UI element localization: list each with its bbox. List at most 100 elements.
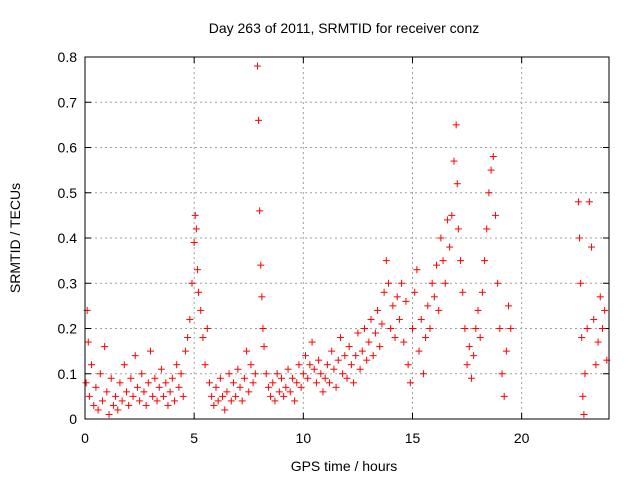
data-point	[428, 279, 436, 287]
data-point	[406, 379, 414, 387]
data-point	[302, 352, 310, 360]
data-point	[234, 365, 242, 373]
data-point	[326, 379, 334, 387]
data-point	[264, 383, 272, 391]
data-point	[238, 397, 246, 405]
data-point	[225, 370, 233, 378]
data-point	[138, 370, 146, 378]
data-point	[450, 157, 458, 165]
data-point	[402, 297, 410, 305]
data-point	[417, 315, 425, 323]
data-point	[88, 361, 96, 369]
data-point	[94, 406, 102, 414]
grid-lines	[85, 57, 609, 419]
data-point	[193, 266, 201, 274]
data-point	[251, 370, 259, 378]
data-point	[448, 211, 456, 219]
data-point	[424, 302, 432, 310]
data-point	[105, 410, 113, 418]
data-point	[382, 257, 390, 265]
data-point	[175, 383, 183, 391]
data-point	[267, 392, 275, 400]
data-point	[304, 374, 312, 382]
data-point	[590, 315, 598, 323]
data-point	[122, 388, 130, 396]
data-point	[391, 334, 399, 342]
data-point	[395, 315, 403, 323]
data-point	[446, 243, 454, 251]
data-point	[580, 410, 588, 418]
data-point	[271, 397, 279, 405]
data-point	[192, 225, 200, 233]
data-point	[387, 325, 395, 332]
data-point	[598, 325, 606, 332]
data-point	[140, 388, 148, 396]
data-point	[258, 293, 266, 301]
data-point	[157, 365, 165, 373]
data-point	[306, 361, 314, 369]
data-point	[354, 329, 362, 337]
data-point	[120, 361, 128, 369]
data-point	[109, 401, 117, 409]
data-point	[413, 266, 421, 274]
data-point	[332, 383, 340, 391]
data-point	[282, 383, 290, 391]
data-point	[116, 379, 124, 387]
data-point	[581, 370, 589, 378]
data-point	[457, 257, 465, 265]
data-point	[153, 397, 161, 405]
data-point	[181, 347, 189, 355]
data-point	[430, 293, 438, 301]
plot-frame	[84, 56, 610, 420]
data-point	[323, 361, 331, 369]
data-point	[461, 325, 469, 332]
data-point	[474, 306, 482, 314]
data-point	[360, 325, 368, 332]
data-point	[164, 401, 172, 409]
data-point	[350, 379, 358, 387]
data-point	[505, 302, 513, 310]
data-point	[191, 211, 199, 219]
data-point	[229, 379, 237, 387]
data-point	[101, 343, 109, 351]
data-point	[435, 306, 443, 314]
data-point	[439, 257, 447, 265]
data-point	[107, 374, 115, 382]
data-point	[269, 379, 277, 387]
data-point	[315, 356, 323, 364]
data-point	[221, 406, 229, 414]
data-point	[433, 261, 441, 269]
data-point	[463, 361, 471, 369]
x-tick-label: 10	[296, 430, 312, 446]
data-point	[341, 352, 349, 360]
data-point	[136, 397, 144, 405]
data-point	[339, 370, 347, 378]
data-point	[273, 370, 281, 378]
data-point	[84, 338, 92, 346]
data-point	[243, 347, 251, 355]
data-point	[577, 279, 585, 287]
data-point	[223, 388, 231, 396]
data-point	[256, 207, 264, 215]
data-point	[596, 293, 604, 301]
data-point	[472, 325, 480, 332]
data-point	[481, 257, 489, 265]
data-point	[393, 293, 401, 301]
data-point	[212, 383, 220, 391]
data-point	[286, 388, 294, 396]
y-axis-label: SRMTID / TECUs	[7, 183, 23, 293]
data-point	[249, 379, 257, 387]
data-point	[507, 325, 515, 332]
data-point	[336, 334, 344, 342]
data-point	[96, 370, 104, 378]
data-point	[502, 347, 510, 355]
data-point	[384, 279, 392, 287]
data-point	[186, 315, 194, 323]
data-point	[343, 374, 351, 382]
data-point	[291, 397, 299, 405]
data-point	[184, 334, 192, 342]
data-point	[454, 225, 462, 233]
data-point	[208, 392, 216, 400]
